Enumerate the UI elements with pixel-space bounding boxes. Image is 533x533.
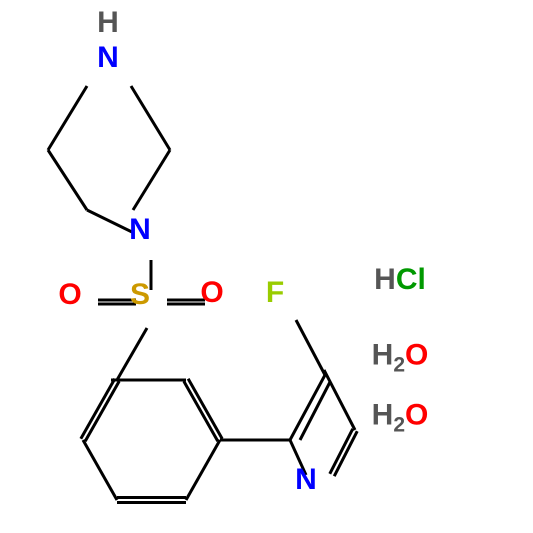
- atom-F1: F: [266, 276, 284, 310]
- atom-HCl: HCl: [374, 263, 426, 297]
- atom-O2: O: [200, 276, 223, 310]
- atom-N3: N: [295, 463, 317, 497]
- atom-H2O_2: H2O: [372, 399, 429, 438]
- atom-S1: S: [130, 278, 150, 312]
- molecule-canvas: [0, 0, 533, 533]
- atom-H1: H: [97, 6, 119, 40]
- atom-H2O_1: H2O: [372, 339, 429, 378]
- atom-O1: O: [58, 278, 81, 312]
- atom-N2: N: [129, 213, 151, 247]
- atom-N1: N: [97, 41, 119, 75]
